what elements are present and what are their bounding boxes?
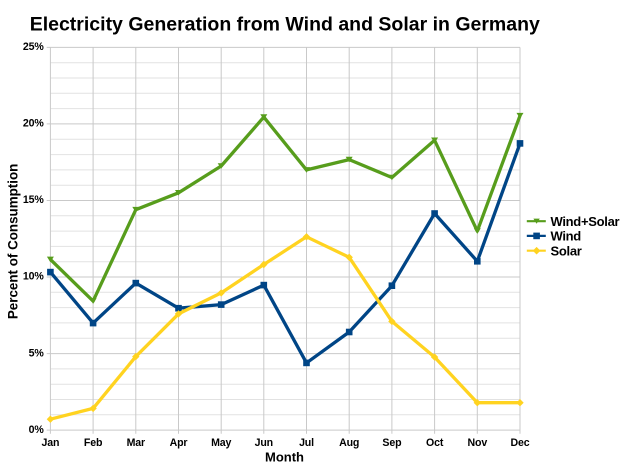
svg-text:0%: 0% (29, 424, 45, 436)
svg-text:Solar: Solar (551, 243, 582, 258)
svg-text:15%: 15% (23, 194, 44, 206)
svg-text:20%: 20% (23, 118, 44, 130)
svg-text:Feb: Feb (84, 437, 103, 449)
svg-text:10%: 10% (23, 271, 44, 283)
svg-text:25%: 25% (23, 41, 44, 53)
svg-text:5%: 5% (29, 347, 45, 359)
svg-text:Dec: Dec (511, 437, 530, 449)
svg-text:Aug: Aug (339, 437, 359, 449)
svg-text:May: May (211, 437, 231, 449)
svg-text:Wind: Wind (551, 229, 582, 244)
svg-text:Sep: Sep (382, 437, 402, 449)
svg-text:Jul: Jul (299, 437, 314, 449)
svg-text:Mar: Mar (127, 437, 145, 449)
svg-text:Jan: Jan (41, 437, 59, 449)
svg-text:Electricity Generation from Wi: Electricity Generation from Wind and Sol… (30, 14, 540, 36)
svg-text:Jun: Jun (255, 437, 273, 449)
svg-text:Oct: Oct (426, 437, 444, 449)
svg-text:Month: Month (265, 449, 304, 464)
svg-text:Percent of Consumption: Percent of Consumption (6, 164, 21, 319)
svg-text:Apr: Apr (170, 437, 188, 449)
svg-text:Nov: Nov (468, 437, 488, 449)
svg-text:Wind+Solar: Wind+Solar (551, 214, 620, 229)
